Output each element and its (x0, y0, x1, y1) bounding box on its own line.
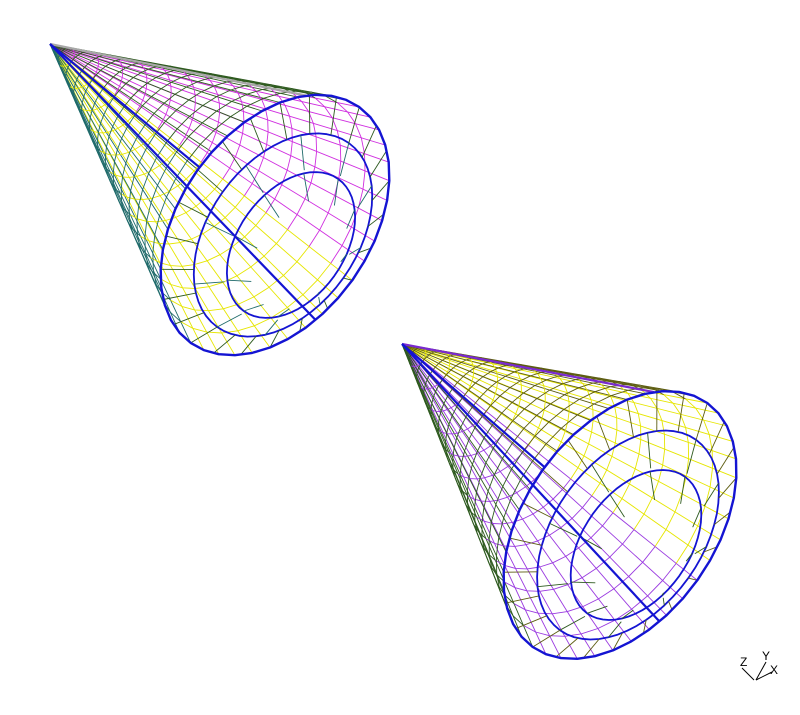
mesh-ring-line (514, 547, 655, 614)
mesh-ring-line (676, 399, 712, 564)
mesh-inner-spoke (334, 179, 338, 206)
mesh-inner-spoke (592, 465, 609, 493)
mesh-ring-line (181, 263, 331, 333)
mesh-inner-spoke (560, 616, 585, 630)
mesh-inner-spoke (264, 195, 279, 217)
mesh-rim-spoke (370, 151, 387, 177)
mesh-ring-line (171, 247, 310, 311)
mesh-silhouette-edge (50, 44, 200, 167)
mesh-inner-spoke (301, 135, 305, 170)
mesh-inner-spoke (681, 477, 685, 504)
mesh-inner-spoke (587, 606, 607, 613)
mesh-rim-spoke (523, 503, 552, 518)
mesh-rim-spoke (627, 400, 633, 438)
mesh-inner-spoke (340, 143, 349, 176)
mesh-inner-spoke (217, 314, 242, 327)
axes-triad: Z Y X (740, 649, 778, 680)
mesh-rim-spoke (250, 118, 263, 152)
mesh-inner-spoke (319, 297, 320, 304)
mesh-inner-spoke (571, 582, 595, 583)
mesh-ring-line (634, 390, 665, 529)
mesh-inner-spoke (347, 210, 355, 229)
triad-z-label: Z (740, 655, 747, 669)
cone-mesh-upper[interactable] (50, 44, 389, 355)
mesh-inner-spoke (663, 598, 664, 606)
mesh-inner-spoke (304, 173, 309, 201)
cone-mesh-lower[interactable] (402, 344, 736, 659)
mesh-rim-spoke (198, 170, 223, 192)
mesh-inner-spoke (650, 472, 655, 500)
mesh-inner-spoke (358, 186, 372, 208)
triad-y-label: Y (762, 649, 770, 663)
mesh-inner-spoke (648, 433, 651, 469)
mesh-ring-line (244, 85, 268, 196)
triad-x-label: X (770, 663, 778, 677)
mesh-inner-spoke (244, 305, 264, 312)
mesh-inner-spoke (227, 280, 251, 281)
mesh-rim-spoke (166, 236, 198, 244)
mesh-silhouette-edge (402, 344, 545, 467)
triad-z-stroke (742, 668, 754, 680)
mesh-rim-spoke (191, 327, 218, 343)
mesh-inner-shell (537, 431, 719, 640)
mesh-rim-spoke (597, 416, 610, 450)
mesh-rim-spoke (717, 447, 734, 474)
mesh-inner-spoke (704, 483, 719, 506)
mesh-ring-line (288, 94, 317, 230)
